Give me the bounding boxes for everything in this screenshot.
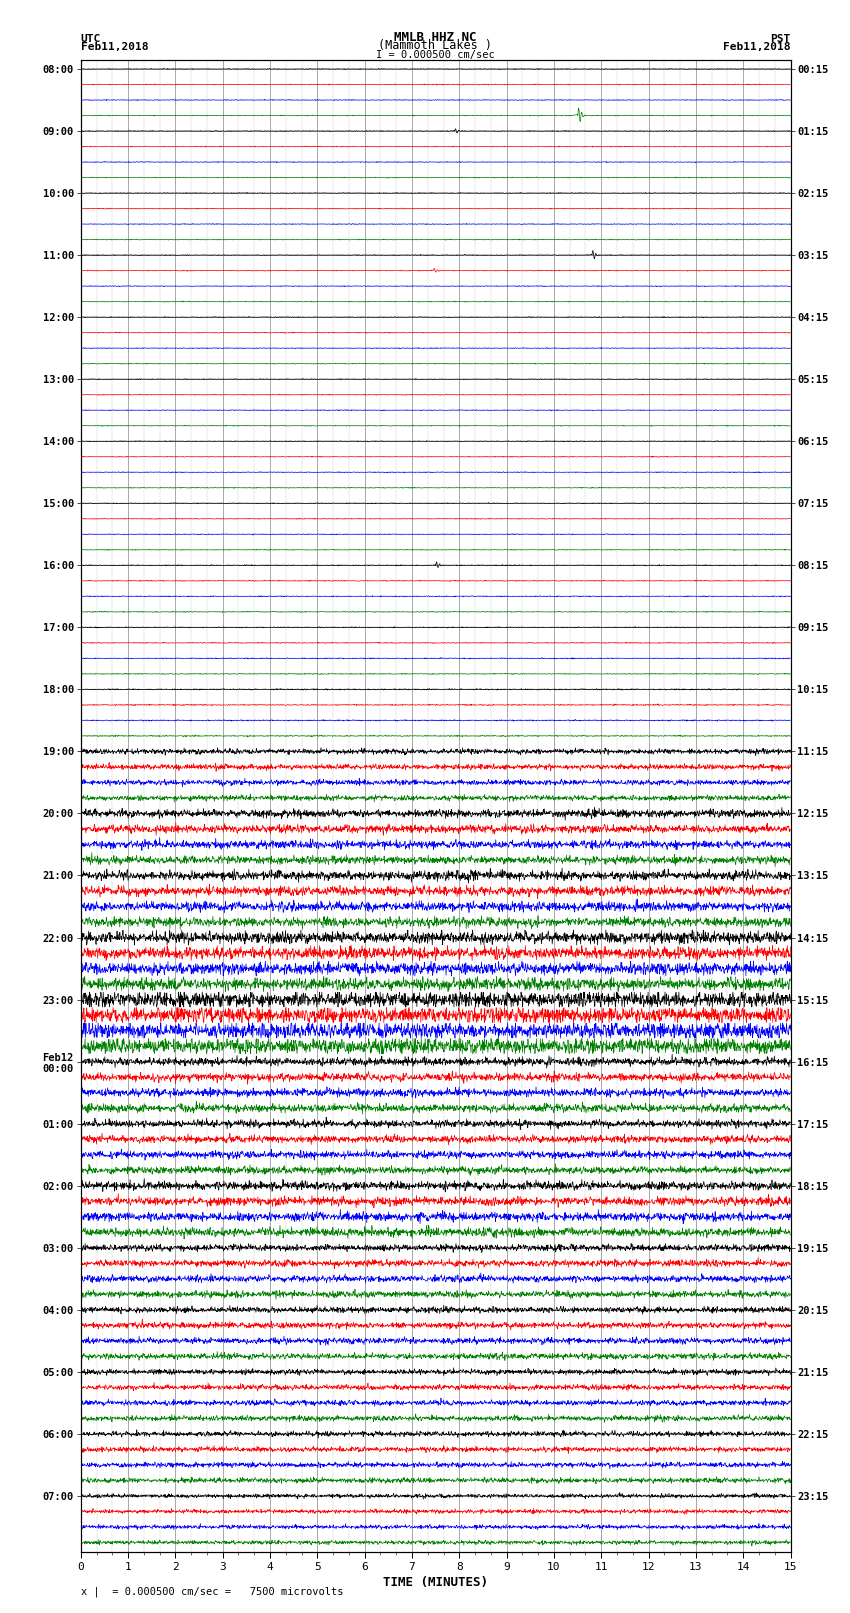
Text: I = 0.000500 cm/sec: I = 0.000500 cm/sec: [376, 50, 495, 60]
Text: Feb11,2018: Feb11,2018: [81, 42, 148, 52]
Text: PST: PST: [770, 34, 790, 44]
Text: (Mammoth Lakes ): (Mammoth Lakes ): [378, 39, 492, 52]
Text: UTC: UTC: [81, 34, 101, 44]
X-axis label: TIME (MINUTES): TIME (MINUTES): [383, 1576, 488, 1589]
Text: x |  = 0.000500 cm/sec =   7500 microvolts: x | = 0.000500 cm/sec = 7500 microvolts: [81, 1586, 343, 1597]
Text: MMLB HHZ NC: MMLB HHZ NC: [394, 31, 477, 44]
Text: Feb11,2018: Feb11,2018: [723, 42, 791, 52]
